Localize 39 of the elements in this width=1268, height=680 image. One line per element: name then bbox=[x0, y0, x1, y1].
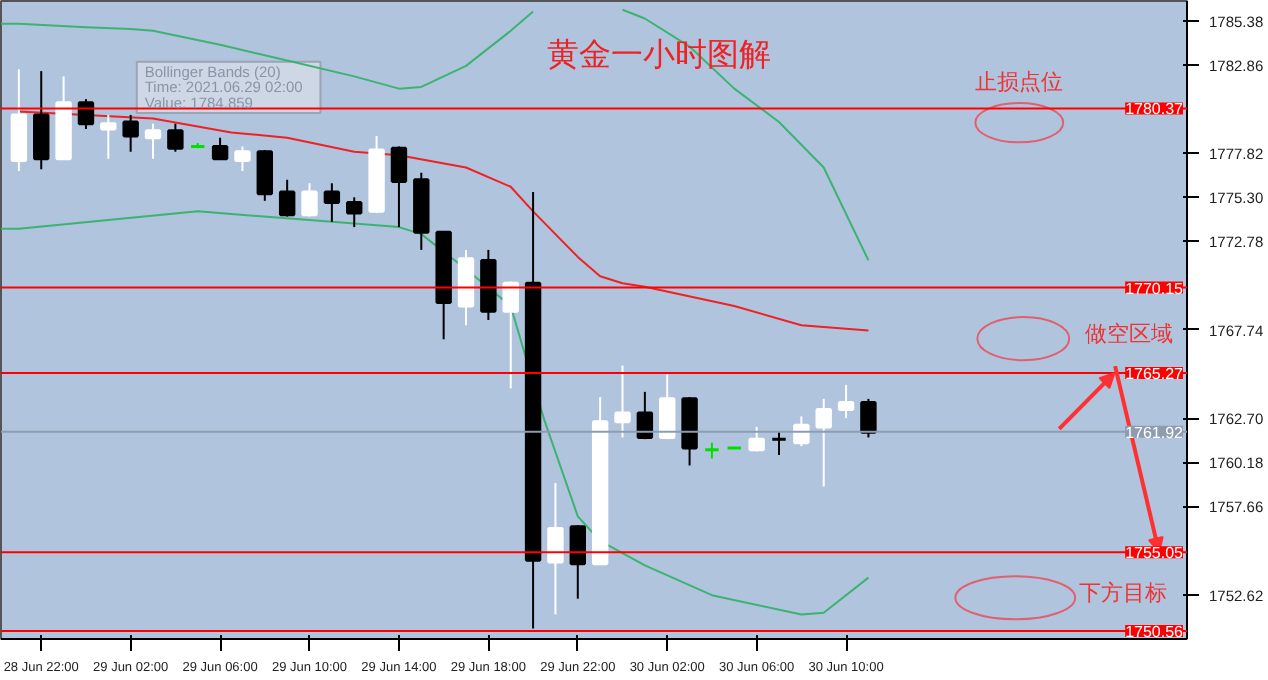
candlestick bbox=[860, 397, 877, 439]
line-series bbox=[1, 210, 870, 616]
candlestick bbox=[636, 390, 654, 441]
candlestick bbox=[77, 98, 95, 130]
candlestick bbox=[614, 364, 631, 439]
candlestick bbox=[837, 383, 855, 420]
candlestick bbox=[256, 148, 274, 202]
candlestick bbox=[793, 415, 810, 448]
annotation: 做空区域 bbox=[1085, 320, 1174, 347]
annotation: 下方目标 bbox=[1079, 579, 1168, 606]
candlestick bbox=[144, 122, 162, 160]
candlestick bbox=[346, 196, 363, 229]
candlestick bbox=[301, 182, 318, 218]
candlestick bbox=[390, 145, 408, 229]
candlestick bbox=[502, 280, 519, 390]
candlestick bbox=[122, 113, 139, 153]
candlestick bbox=[100, 113, 117, 160]
candlestick bbox=[547, 482, 564, 616]
candlestick bbox=[659, 373, 676, 441]
ref-line-label: 1780.37 bbox=[1125, 100, 1185, 119]
candlestick bbox=[211, 136, 229, 161]
candlestick bbox=[278, 178, 296, 218]
candlestick bbox=[167, 122, 184, 153]
annotation: 止损点位 bbox=[975, 69, 1064, 96]
candlestick bbox=[33, 70, 50, 171]
candlestick bbox=[748, 425, 765, 453]
ref-line-label: 1765.27 bbox=[1125, 365, 1185, 384]
candlestick bbox=[815, 397, 832, 488]
text: 黄金一小时图解 bbox=[547, 36, 772, 73]
candlestick bbox=[457, 248, 475, 327]
ref-line-label: 1750.56 bbox=[1125, 622, 1185, 641]
candlestick bbox=[770, 431, 788, 456]
candlestick bbox=[10, 68, 28, 173]
candlestick bbox=[323, 182, 341, 223]
ref-line-label: 1755.05 bbox=[1125, 544, 1185, 563]
candlestick bbox=[569, 524, 586, 600]
ref-line-label: 1770.15 bbox=[1125, 279, 1185, 298]
candlestick bbox=[234, 145, 251, 173]
ref-line-label: 1761.92 bbox=[1125, 423, 1185, 442]
